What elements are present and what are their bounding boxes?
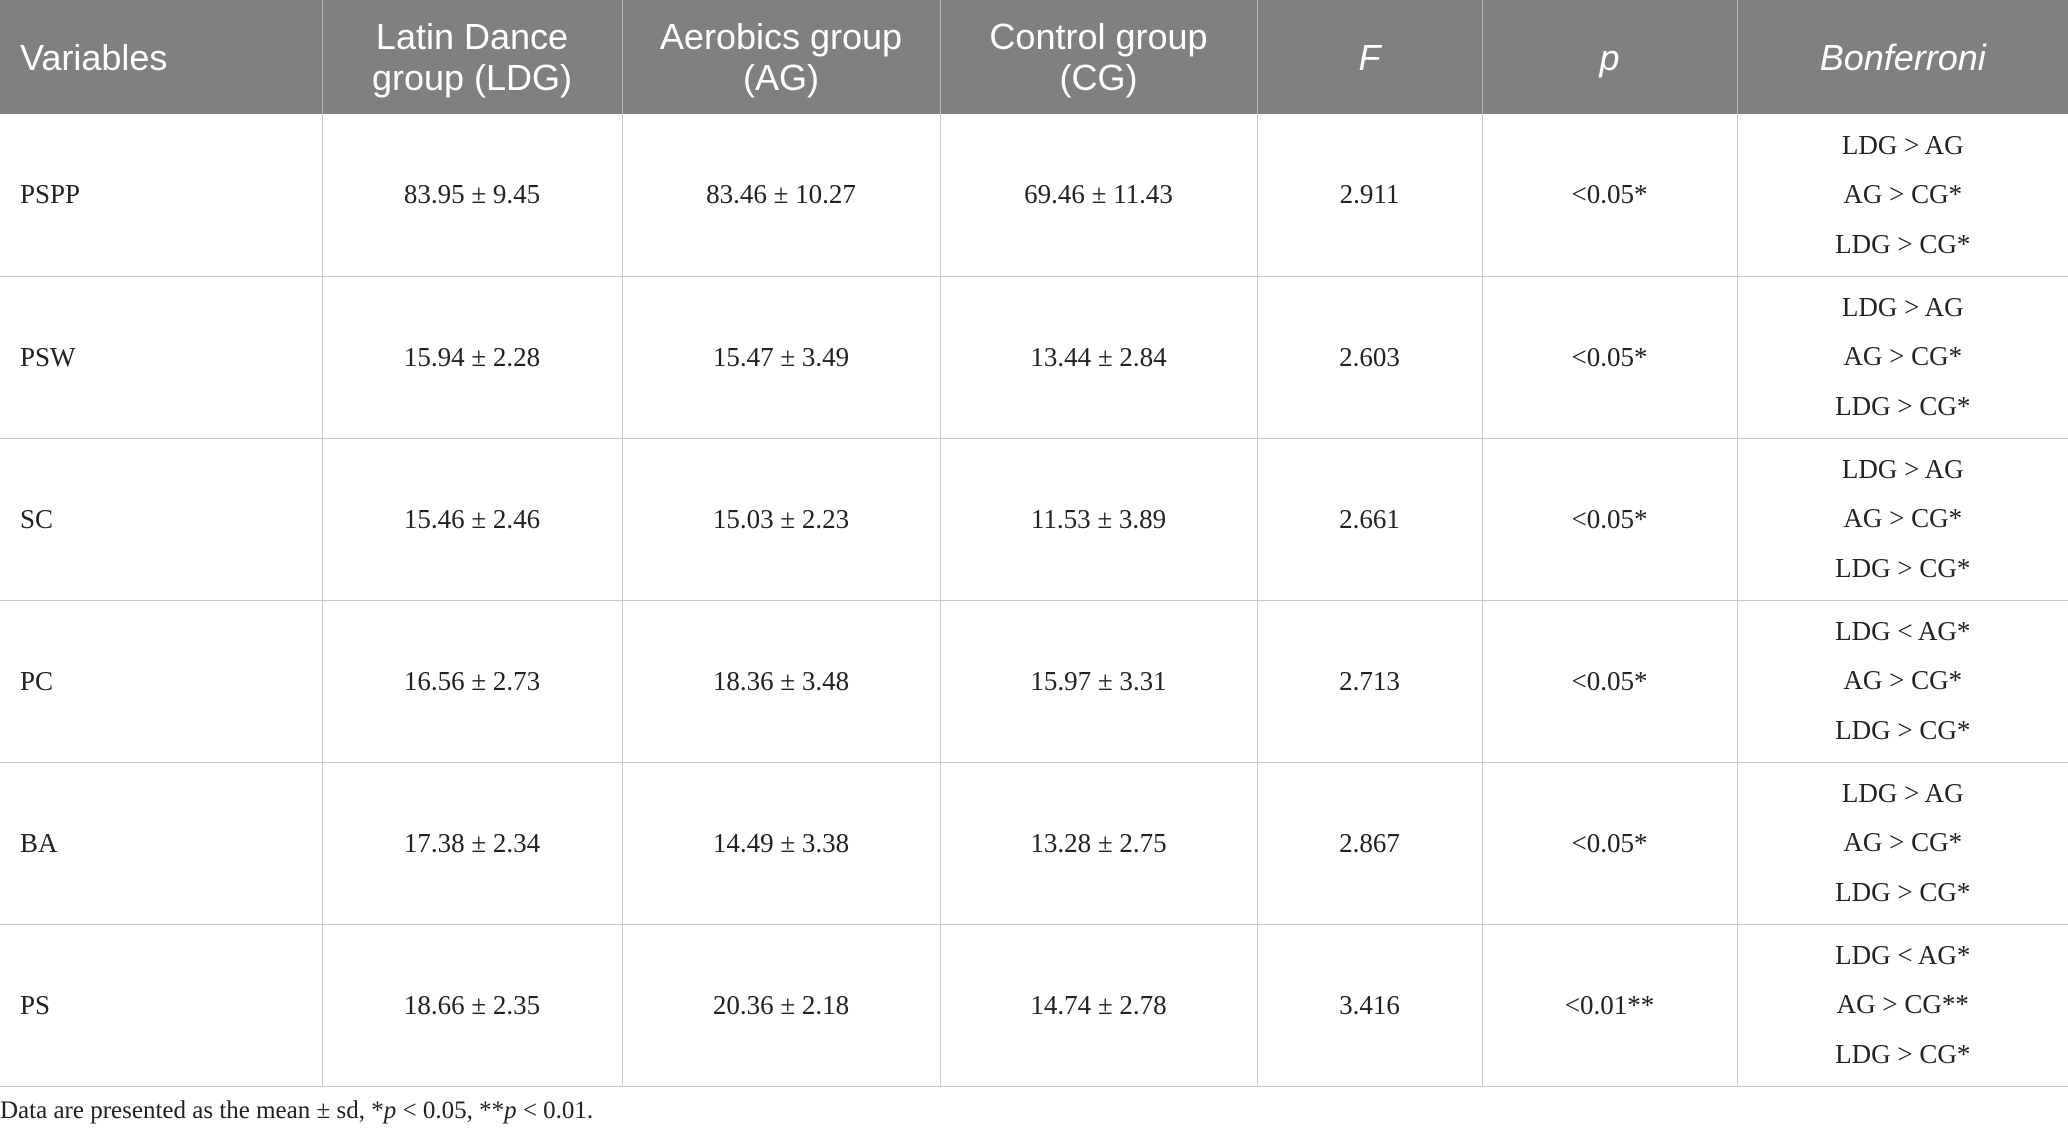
cell-ag: 15.47 ± 3.49 — [622, 276, 941, 439]
bonferroni-line: AG > CG* — [1843, 827, 1963, 858]
bonferroni-line: AG > CG* — [1843, 665, 1963, 696]
cell-ldg: 16.56 ± 2.73 — [322, 600, 623, 763]
bonferroni-line: LDG < AG* — [1835, 615, 1971, 646]
cell-bonferroni: LDG > AG AG > CG* LDG > CG* — [1737, 276, 2068, 439]
header-f: F — [1257, 0, 1483, 114]
cell-variable: PS — [0, 924, 323, 1087]
cell-ag: 20.36 ± 2.18 — [622, 924, 941, 1087]
cell-variable: BA — [0, 762, 323, 925]
bonferroni-line: AG > CG* — [1843, 503, 1963, 534]
table-row: SC 15.46 ± 2.46 15.03 ± 2.23 11.53 ± 3.8… — [0, 438, 2068, 601]
bonferroni-line: LDG > CG* — [1835, 552, 1971, 583]
cell-ag: 83.46 ± 10.27 — [622, 114, 941, 277]
cell-variable: PSW — [0, 276, 323, 439]
footnote-suffix: < 0.01. — [516, 1097, 594, 1124]
header-ag: Aerobics group (AG) — [622, 0, 941, 114]
cell-p: <0.05* — [1482, 600, 1738, 763]
bonferroni-line: LDG > CG* — [1835, 228, 1971, 259]
cell-cg: 69.46 ± 11.43 — [940, 114, 1258, 277]
bonferroni-line: LDG > CG* — [1835, 714, 1971, 745]
header-ldg: Latin Dance group (LDG) — [322, 0, 623, 114]
bonferroni-line: LDG > CG* — [1835, 876, 1971, 907]
table-row: PS 18.66 ± 2.35 20.36 ± 2.18 14.74 ± 2.7… — [0, 924, 2068, 1087]
cell-cg: 13.28 ± 2.75 — [940, 762, 1258, 925]
cell-f: 2.911 — [1257, 114, 1483, 277]
cell-ag: 15.03 ± 2.23 — [622, 438, 941, 601]
cell-ldg: 15.94 ± 2.28 — [322, 276, 623, 439]
bonferroni-line: LDG < AG* — [1835, 939, 1971, 970]
header-p: p — [1482, 0, 1738, 114]
cell-bonferroni: LDG > AG AG > CG* LDG > CG* — [1737, 438, 2068, 601]
cell-cg: 15.97 ± 3.31 — [940, 600, 1258, 763]
bonferroni-line: LDG > CG* — [1835, 390, 1971, 421]
table-header-row: Variables Latin Dance group (LDG) Aerobi… — [0, 0, 2068, 114]
cell-ldg: 83.95 ± 9.45 — [322, 114, 623, 277]
cell-f: 3.416 — [1257, 924, 1483, 1087]
cell-variable: PC — [0, 600, 323, 763]
header-bonferroni: Bonferroni — [1819, 36, 1986, 78]
cell-f: 2.713 — [1257, 600, 1483, 763]
results-table: Variables Latin Dance group (LDG) Aerobi… — [0, 0, 2068, 1087]
cell-bonferroni: LDG > AG AG > CG* LDG > CG* — [1737, 762, 2068, 925]
table-row: PC 16.56 ± 2.73 18.36 ± 3.48 15.97 ± 3.3… — [0, 600, 2068, 763]
table-row: PSW 15.94 ± 2.28 15.47 ± 3.49 13.44 ± 2.… — [0, 276, 2068, 439]
cell-ldg: 17.38 ± 2.34 — [322, 762, 623, 925]
cell-bonferroni: LDG > AG AG > CG* LDG > CG* — [1737, 114, 2068, 277]
cell-variable: SC — [0, 438, 323, 601]
bonferroni-line: AG > CG* — [1843, 179, 1963, 209]
cell-f: 2.603 — [1257, 276, 1483, 439]
bonferroni-line: LDG > AG — [1841, 453, 1964, 484]
cell-p: <0.05* — [1482, 114, 1738, 277]
footnote-p-symbol: p — [504, 1097, 517, 1124]
cell-bonferroni: LDG < AG* AG > CG** LDG > CG* — [1737, 924, 2068, 1087]
cell-cg: 14.74 ± 2.78 — [940, 924, 1258, 1087]
bonferroni-line: LDG > CG* — [1835, 1038, 1971, 1069]
cell-variable: PSPP — [0, 114, 323, 277]
cell-p: <0.05* — [1482, 276, 1738, 439]
table-row: PSPP 83.95 ± 9.45 83.46 ± 10.27 69.46 ± … — [0, 114, 2068, 277]
footnote-prefix: Data are presented as the mean ± sd, * — [0, 1097, 384, 1124]
cell-p: <0.05* — [1482, 438, 1738, 601]
table-row: BA 17.38 ± 2.34 14.49 ± 3.38 13.28 ± 2.7… — [0, 762, 2068, 925]
results-table-container: Variables Latin Dance group (LDG) Aerobi… — [0, 0, 2068, 1087]
header-variables: Variables — [0, 0, 323, 114]
cell-ag: 14.49 ± 3.38 — [622, 762, 941, 925]
cell-cg: 13.44 ± 2.84 — [940, 276, 1258, 439]
cell-f: 2.867 — [1257, 762, 1483, 925]
header-cg: Control group (CG) — [940, 0, 1258, 114]
cell-f: 2.661 — [1257, 438, 1483, 601]
bonferroni-line: LDG > AG — [1841, 291, 1964, 322]
cell-p: <0.05* — [1482, 762, 1738, 925]
footnote-p-symbol: p — [383, 1097, 397, 1124]
bonferroni-line: LDG > AG — [1841, 129, 1964, 160]
bonferroni-line: LDG > AG — [1841, 777, 1964, 808]
cell-bonferroni: LDG < AG* AG > CG* LDG > CG* — [1737, 600, 2068, 763]
cell-cg: 11.53 ± 3.89 — [940, 438, 1258, 601]
bonferroni-line: AG > CG** — [1836, 989, 1969, 1020]
bonferroni-line: AG > CG* — [1843, 341, 1963, 372]
footnote-mid: < 0.05, ** — [396, 1097, 505, 1124]
cell-ldg: 18.66 ± 2.35 — [322, 924, 623, 1087]
cell-ag: 18.36 ± 3.48 — [622, 600, 941, 763]
cell-ldg: 15.46 ± 2.46 — [322, 438, 623, 601]
cell-p: <0.01** — [1482, 924, 1738, 1087]
table-footnote: Data are presented as the mean ± sd, *p … — [0, 1097, 593, 1125]
